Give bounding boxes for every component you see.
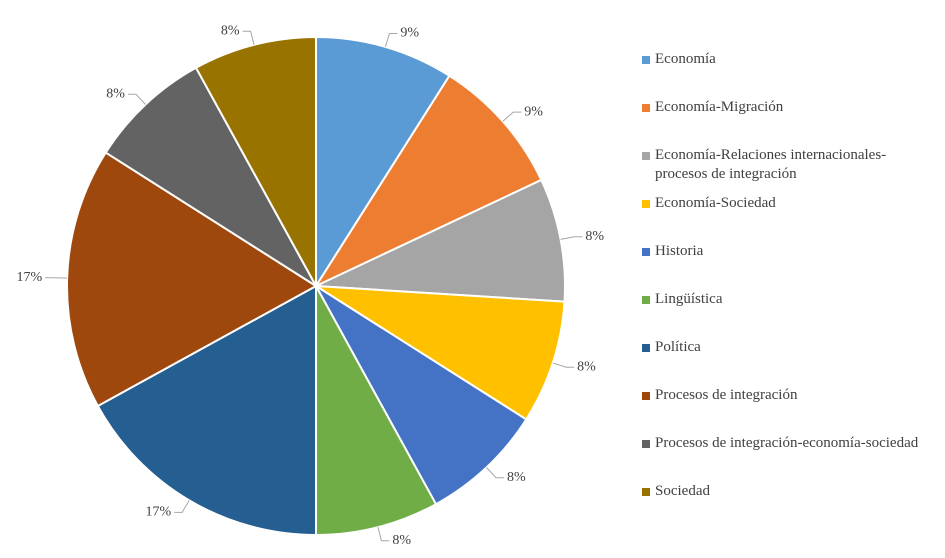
legend-label: Política	[655, 339, 701, 355]
pie-slice	[315, 35, 451, 290]
legend-label: Economía-Migración	[655, 99, 784, 115]
data-label: 9%	[400, 26, 419, 41]
leader-line	[486, 467, 505, 479]
legend-swatch	[642, 56, 650, 64]
legend-label: Procesos de integración	[655, 387, 798, 403]
leader-line	[552, 362, 575, 368]
legend-label: Lingüística	[655, 291, 723, 307]
legend-item: Economía-Sociedad	[642, 194, 937, 213]
legend-swatch	[642, 248, 650, 256]
legend-swatch	[642, 440, 650, 448]
legend-label: Economía-Relaciones internacionales-proc…	[655, 147, 887, 182]
data-label: 17%	[16, 270, 42, 285]
data-label: 8%	[585, 229, 604, 244]
leader-line	[242, 30, 255, 45]
leader-line	[384, 32, 398, 48]
legend-label: Sociedad	[655, 483, 710, 499]
legend-swatch	[642, 152, 650, 160]
data-label: 9%	[524, 104, 543, 119]
legend-item: Historia	[642, 242, 937, 261]
legend-item: Economía-Migración	[642, 98, 937, 117]
legend-swatch	[642, 104, 650, 112]
data-label: 8%	[507, 470, 526, 485]
pie-area: 9% 9% 8% 8% 8% 8% 17% 17% 8% 8%	[16, 23, 604, 548]
leader-line	[127, 93, 146, 105]
legend-item: Política	[642, 338, 937, 357]
pie-slice	[96, 284, 317, 537]
leader-line	[502, 111, 522, 122]
pie-slice	[66, 151, 318, 408]
data-label: 8%	[221, 23, 240, 38]
legend-item: Sociedad	[642, 482, 937, 501]
data-label: 8%	[392, 533, 411, 548]
legend-label: Economía	[655, 51, 716, 67]
leader-line	[560, 236, 583, 240]
legend-label: Procesos de integración-economía-socieda…	[655, 435, 919, 451]
legend-label: Economía-Sociedad	[655, 195, 776, 211]
legend-swatch	[642, 392, 650, 400]
legend-swatch	[642, 488, 650, 496]
legend-swatch	[642, 200, 650, 208]
legend-item: Lingüística	[642, 290, 937, 309]
pie-slice	[315, 285, 438, 537]
legend-swatch	[642, 296, 650, 304]
leader-line	[174, 500, 190, 513]
legend-item: Procesos de integración	[642, 386, 937, 405]
legend-item: Economía	[642, 50, 937, 69]
data-label: 8%	[577, 359, 596, 374]
legend-item: Economía-Relaciones internacionales-proc…	[642, 146, 937, 184]
legend-label: Historia	[655, 243, 704, 259]
legend-item: Procesos de integración-economía-socieda…	[642, 434, 937, 453]
pie-slice	[313, 74, 543, 289]
data-label: 17%	[145, 505, 171, 520]
data-label: 8%	[106, 87, 125, 102]
leader-line	[377, 527, 390, 542]
legend-swatch	[642, 344, 650, 352]
